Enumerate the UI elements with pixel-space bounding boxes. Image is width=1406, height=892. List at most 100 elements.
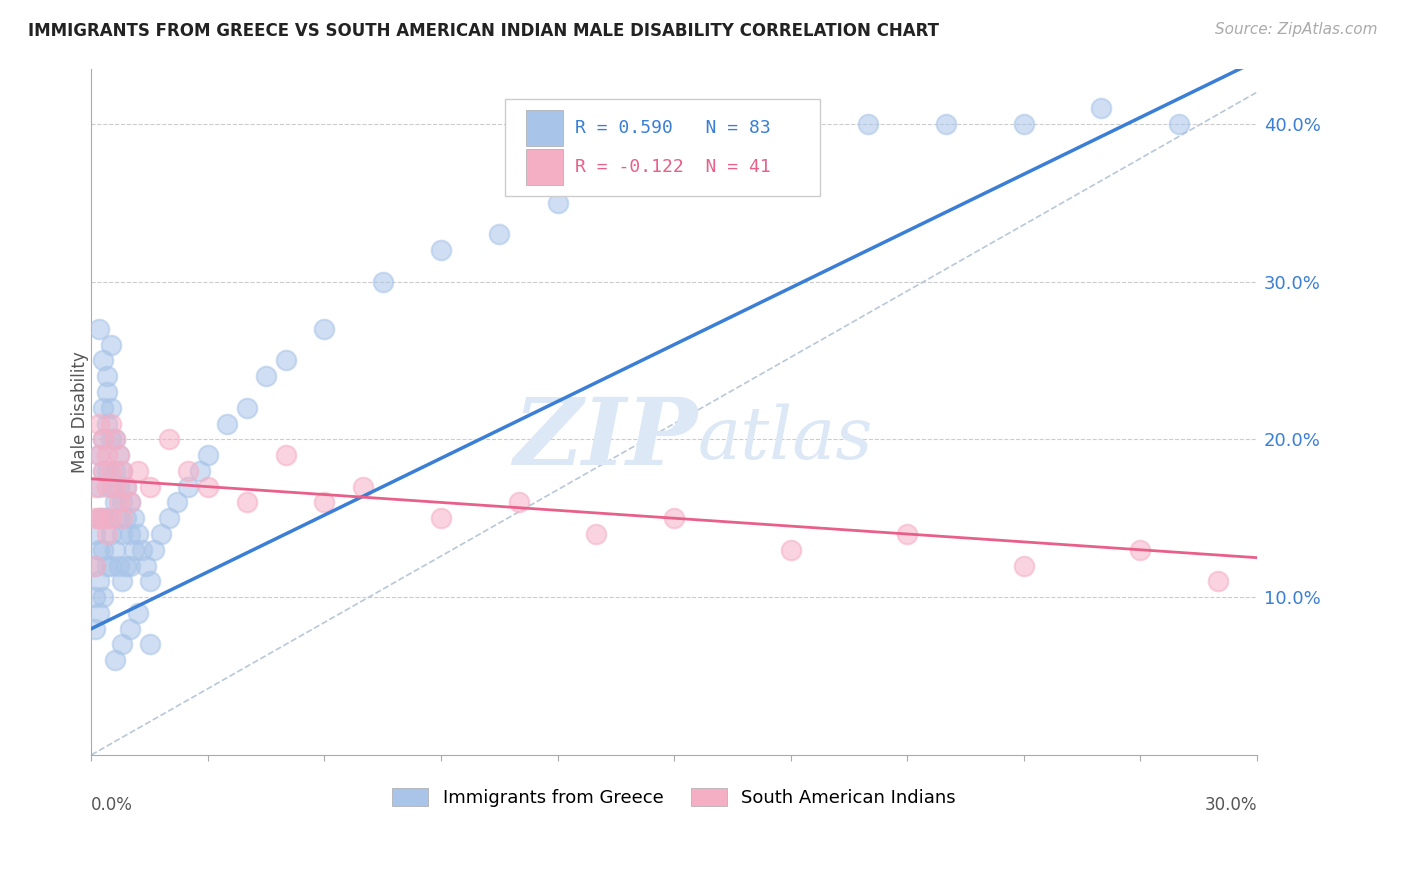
Point (100, 433, 122, 447)
Point (138, 574, 160, 589)
Point (107, 495, 129, 509)
Point (91, 433, 114, 447)
Point (371, 275, 394, 289)
Point (430, 511, 453, 525)
Point (127, 527, 149, 541)
Point (84, 527, 107, 541)
Point (135, 558, 157, 573)
Point (236, 401, 259, 415)
Point (96, 527, 118, 541)
Point (111, 464, 134, 478)
Point (217, 417, 239, 431)
Point (104, 464, 127, 478)
Point (96, 448, 118, 462)
Point (662, 511, 685, 525)
Point (274, 353, 297, 368)
Point (84, 558, 107, 573)
Point (84, 622, 107, 636)
Point (107, 448, 129, 462)
Point (87, 417, 110, 431)
Point (100, 401, 122, 415)
Point (779, 132, 801, 146)
Point (1090, 101, 1112, 115)
Point (120, 495, 142, 509)
Point (87, 542, 110, 557)
Point (197, 448, 219, 462)
Point (111, 464, 134, 478)
Point (96, 369, 118, 384)
Point (779, 542, 801, 557)
Point (177, 464, 200, 478)
Point (127, 464, 149, 478)
Point (115, 480, 138, 494)
Point (430, 243, 453, 257)
Point (107, 558, 129, 573)
Point (100, 527, 122, 541)
Text: Source: ZipAtlas.com: Source: ZipAtlas.com (1215, 22, 1378, 37)
Point (935, 117, 957, 131)
Point (111, 574, 134, 589)
FancyBboxPatch shape (505, 99, 820, 195)
Point (1012, 558, 1035, 573)
Point (702, 148, 724, 162)
Point (111, 511, 134, 525)
Point (115, 558, 138, 573)
Point (1129, 542, 1152, 557)
Text: IMMIGRANTS FROM GREECE VS SOUTH AMERICAN INDIAN MALE DISABILITY CORRELATION CHAR: IMMIGRANTS FROM GREECE VS SOUTH AMERICAN… (28, 22, 939, 40)
Point (547, 195, 569, 210)
Point (87, 448, 110, 462)
FancyBboxPatch shape (526, 149, 564, 185)
Point (87, 606, 110, 620)
Point (96, 384, 118, 399)
Point (188, 464, 211, 478)
Point (91, 464, 114, 478)
Point (107, 511, 129, 525)
Point (87, 448, 110, 462)
Point (896, 527, 918, 541)
Point (122, 511, 145, 525)
Point (157, 433, 180, 447)
Point (104, 653, 127, 667)
Point (1206, 574, 1229, 589)
Point (91, 353, 114, 368)
Y-axis label: Male Disability: Male Disability (72, 351, 89, 473)
Point (91, 590, 114, 604)
Point (120, 622, 142, 636)
Point (84, 511, 107, 525)
Point (100, 480, 122, 494)
Point (84, 480, 107, 494)
Point (111, 495, 134, 509)
Point (100, 337, 122, 351)
Point (624, 164, 647, 178)
Point (197, 480, 219, 494)
Point (91, 401, 114, 415)
Point (236, 495, 259, 509)
Text: 30.0%: 30.0% (1205, 796, 1257, 814)
Point (138, 637, 160, 651)
FancyBboxPatch shape (526, 110, 564, 145)
Point (120, 495, 142, 509)
Point (84, 590, 107, 604)
Point (96, 417, 118, 431)
Point (87, 511, 110, 525)
Point (166, 495, 188, 509)
Point (1012, 117, 1035, 131)
Point (122, 542, 145, 557)
Text: atlas: atlas (697, 404, 873, 475)
Point (254, 369, 277, 384)
Point (91, 433, 114, 447)
Point (111, 527, 134, 541)
Point (352, 480, 374, 494)
Point (858, 117, 880, 131)
Point (177, 480, 200, 494)
Point (96, 464, 118, 478)
Point (314, 495, 336, 509)
Point (104, 433, 127, 447)
Point (91, 511, 114, 525)
Point (142, 542, 165, 557)
Point (107, 448, 129, 462)
Point (120, 558, 142, 573)
Point (104, 480, 127, 494)
Point (138, 480, 160, 494)
Point (87, 574, 110, 589)
